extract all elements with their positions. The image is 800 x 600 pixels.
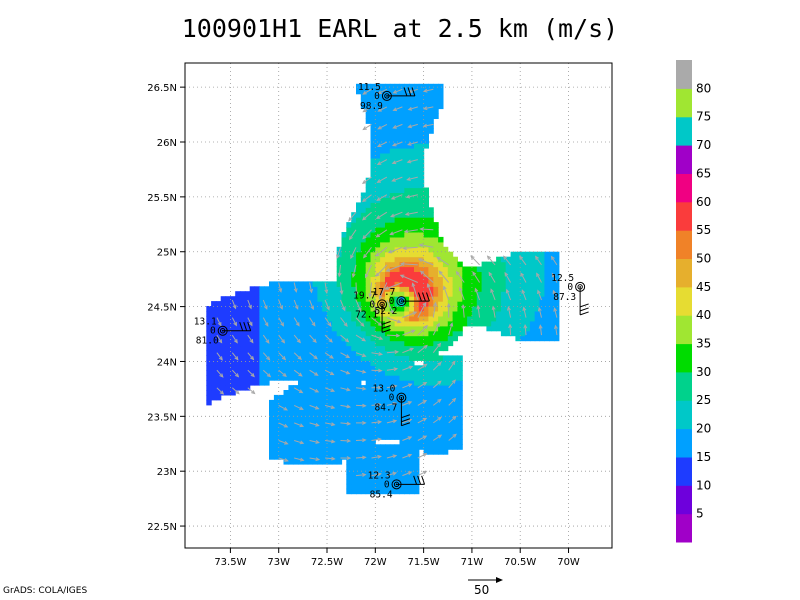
- colorbar-swatch: [676, 315, 692, 345]
- y-tick-label: 23.5N: [147, 412, 177, 423]
- colorbar-label: 75: [696, 110, 711, 124]
- colorbar-swatch: [676, 173, 692, 203]
- x-axis-ticks: 73.5W 73W 72.5W 72W 71.5W 71W 70.5W 70W: [214, 548, 580, 568]
- colorbar-label: 65: [696, 166, 711, 180]
- dropsonde-top-value: 11.5: [358, 82, 381, 93]
- dropsonde-observations: 11.5098.912.5087.313.1081.019.7072.117.7…: [194, 82, 589, 500]
- colorbar-swatch: [676, 230, 692, 259]
- colorbar-label: 5: [696, 507, 704, 521]
- grid-lines: [185, 63, 612, 548]
- colorbar-swatch: [676, 201, 692, 231]
- colorbar-swatch: [676, 428, 692, 458]
- dropsonde-bottom-value: 84.7: [375, 403, 398, 414]
- colorbar-label: 80: [696, 81, 711, 95]
- colorbar-swatch: [676, 456, 692, 486]
- colorbar-label: 55: [696, 223, 711, 237]
- colorbar-label: 40: [696, 308, 711, 322]
- colorbar-label: 70: [696, 138, 711, 152]
- colorbar-label: 35: [696, 337, 711, 351]
- colorbar-label: 15: [696, 450, 711, 464]
- colorbar-swatch: [676, 116, 692, 146]
- dropsonde-mid-value: 0: [210, 326, 216, 337]
- plot-title: 100901H1 EARL at 2.5 km (m/s): [181, 14, 619, 43]
- colorbar-label: 45: [696, 280, 711, 294]
- x-tick-label: 72.5W: [311, 557, 343, 568]
- y-tick-label: 23N: [157, 467, 177, 478]
- colorbar-label: 50: [696, 252, 711, 266]
- x-tick-label: 72W: [364, 557, 387, 568]
- y-tick-label: 25N: [157, 248, 177, 259]
- dropsonde-bottom-value: 87.3: [553, 292, 576, 303]
- dropsonde-bottom-value: 72.1: [355, 309, 378, 320]
- dropsonde-top-value: 17.7: [373, 287, 396, 298]
- colorbar-swatch: [676, 88, 692, 118]
- y-axis-ticks: 22.5N 23N 23.5N 24N 24.5N 25N 25.5N 26N 26.5N: [147, 83, 185, 533]
- x-tick-label: 73.5W: [214, 557, 246, 568]
- dropsonde-bottom-value: 85.4: [370, 489, 393, 500]
- x-tick-label: 70.5W: [504, 557, 536, 568]
- wind-speed-field: [206, 83, 560, 495]
- colorbar-swatch: [676, 286, 692, 316]
- dropsonde-top-value: 12.5: [551, 273, 574, 284]
- dropsonde-mid-value: 0: [369, 299, 375, 310]
- dropsonde-mid-value: 0: [389, 393, 395, 404]
- colorbar-label: 25: [696, 393, 711, 407]
- plot-frame: [184, 62, 613, 549]
- colorbar-swatch: [676, 343, 692, 373]
- colorbar-swatch: [676, 258, 692, 288]
- dropsonde-top-value: 13.1: [194, 317, 217, 328]
- x-tick-label: 71W: [461, 557, 484, 568]
- dropsonde-top-value: 19.7: [353, 290, 376, 301]
- dropsonde-mid-value: 0: [384, 479, 390, 490]
- x-tick-label: 73W: [267, 557, 290, 568]
- y-tick-label: 26.5N: [147, 83, 177, 94]
- dropsonde-bottom-value: 81.0: [196, 336, 219, 347]
- y-tick-label: 24N: [157, 357, 177, 368]
- dropsonde-mid-value: 0: [567, 282, 573, 293]
- y-tick-label: 24.5N: [147, 303, 177, 314]
- colorbar-label: 10: [696, 478, 711, 492]
- colorbar-label: 30: [696, 365, 711, 379]
- dropsonde-mid-value: 0: [389, 296, 395, 307]
- colorbar-swatch: [676, 60, 692, 89]
- dropsonde-bottom-value: 52.2: [375, 306, 398, 317]
- y-tick-label: 26N: [157, 138, 177, 149]
- vector-scale-arrow: [468, 577, 503, 583]
- dropsonde-top-value: 12.3: [368, 470, 391, 481]
- colorbar-label: 20: [696, 422, 711, 436]
- colorbar-label: 60: [696, 195, 711, 209]
- dropsonde-top-value: 13.0: [373, 384, 396, 395]
- y-tick-label: 22.5N: [147, 522, 177, 533]
- colorbar-swatch: [676, 371, 692, 401]
- colorbar-swatch: [676, 400, 692, 430]
- grads-credit: GrADS: COLA/IGES: [3, 586, 88, 596]
- colorbar: 5 10 15 20 25 30 35 40 45 50 55 60 65 70 75 80: [676, 60, 711, 543]
- colorbar-swatch: [676, 513, 692, 543]
- vector-scale-label: 50: [474, 583, 490, 597]
- y-tick-label: 25.5N: [147, 193, 177, 204]
- dropsonde-bottom-value: 98.9: [360, 101, 383, 112]
- x-tick-label: 71.5W: [408, 557, 440, 568]
- dropsonde-mid-value: 0: [374, 91, 380, 102]
- colorbar-swatch: [676, 485, 692, 515]
- wind-vectors: [216, 88, 558, 477]
- colorbar-swatch: [676, 145, 692, 174]
- x-tick-label: 70W: [557, 557, 580, 568]
